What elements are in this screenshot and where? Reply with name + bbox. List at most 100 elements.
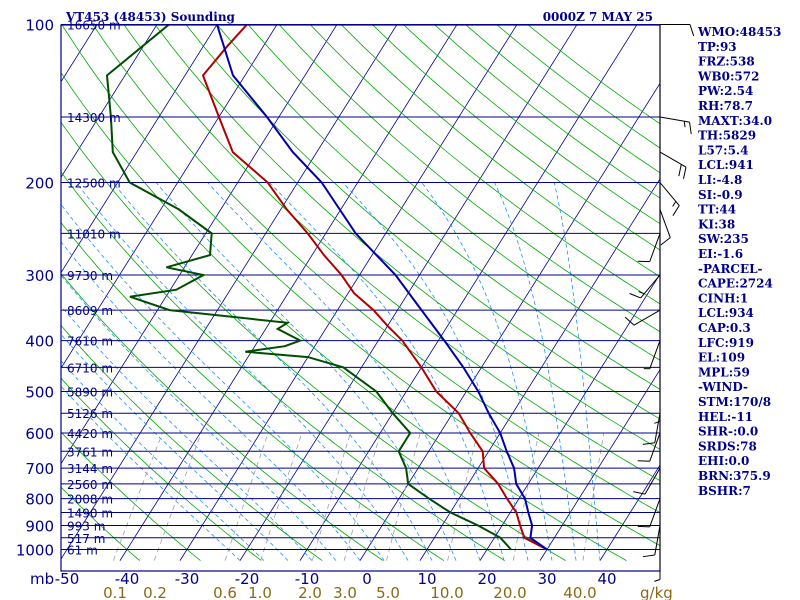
height-label: 6710 m: [67, 361, 113, 375]
mixing-ratio-unit-label: g/kg: [640, 584, 673, 600]
height-label: 517 m: [67, 532, 105, 546]
wind-barb-flag: [660, 237, 671, 246]
mixing-ratio-tick-label: 0.2: [143, 584, 167, 600]
isobars: [61, 24, 660, 550]
wind-barb-flag: [624, 316, 635, 326]
wind-barb: [654, 413, 661, 443]
background-lines: [61, 25, 660, 561]
temperature-tick-label: 40: [597, 570, 616, 588]
temperature-tick-label: 30: [537, 570, 556, 588]
index-item: FRZ:538: [698, 55, 755, 69]
height-label: 11010 m: [67, 227, 121, 241]
station-title: VT453 (48453) Sounding: [65, 10, 236, 24]
dry-adiabat: [61, 273, 384, 561]
index-item: EI:-1.6: [698, 247, 743, 261]
sounding-time: 0000Z 7 MAY 25: [543, 10, 653, 24]
dry-adiabat: [154, 25, 660, 450]
dry-adiabat: [341, 25, 660, 278]
moist-adiabat: [494, 182, 577, 561]
temperature-tick-label: -50: [55, 570, 80, 588]
pressure-tick-label: 1000: [16, 542, 54, 560]
index-item: CINH:1: [698, 291, 748, 305]
index-item: TP:93: [698, 40, 737, 54]
dry-adiabat: [372, 25, 660, 251]
index-item: TH:5829: [698, 129, 756, 143]
height-label: 61 m: [67, 544, 98, 558]
wind-barb-flag: [654, 579, 661, 582]
temperature-tick-label: -20: [235, 570, 260, 588]
wind-barb: [649, 340, 661, 369]
index-item: MPL:59: [698, 365, 750, 379]
temperature-tick-label: -40: [115, 570, 140, 588]
wind-barb-flag: [642, 554, 655, 558]
height-label: 12500 m: [67, 177, 121, 191]
index-item: LI:-4.8: [698, 173, 742, 187]
index-item: LFC:919: [698, 336, 754, 350]
wind-barb-flag: [683, 121, 686, 128]
wind-barb-flag: [672, 205, 680, 216]
height-label: 1490 m: [67, 506, 113, 520]
moist-adiabat: [155, 182, 457, 561]
pressure-tick-label: 300: [25, 267, 54, 285]
mixing-ratio-tick-label: 2.0: [298, 584, 322, 600]
mixing-ratio-line: [311, 432, 351, 561]
pressure-tick-label: 800: [25, 491, 54, 509]
wind-barb: [659, 209, 671, 238]
wind-barb-flag: [678, 164, 682, 177]
mixing-ratio-tick-label: 5.0: [376, 584, 400, 600]
temperature-tick-label: 10: [417, 570, 436, 588]
mixing-ratio-line: [260, 432, 303, 561]
height-label: 16650 m: [67, 19, 121, 33]
index-item: BSHR:7: [698, 484, 751, 498]
temperature-tick-label: -10: [295, 570, 320, 588]
dry-adiabat: [279, 25, 660, 333]
index-item: CAP:0.3: [698, 321, 751, 335]
index-item: -WIND-: [698, 380, 748, 394]
moist-adiabat: [61, 203, 385, 561]
wind-barb-flag: [689, 24, 695, 37]
dry-adiabat: [61, 25, 660, 547]
isotherm-line: [119, 25, 458, 561]
index-item: HEL:-11: [698, 410, 753, 424]
index-item: SRDS:78: [698, 439, 757, 453]
isotherm-line: [61, 25, 218, 274]
pressure-tick-label: 700: [25, 460, 54, 478]
height-label: 14300 m: [67, 111, 121, 125]
dry-adiabat: [185, 25, 660, 420]
wind-barb: [644, 467, 661, 495]
wind-barbs: [624, 24, 695, 582]
index-item: MAXT:34.0: [698, 114, 772, 128]
profiles: [105, 25, 548, 551]
height-label: 3144 m: [67, 462, 113, 476]
moist-adiabat: [421, 182, 553, 561]
dry-adiabat: [61, 221, 445, 561]
index-item: L57:5.4: [698, 143, 748, 157]
mixing-ratio-line: [386, 432, 421, 561]
wind-barb-flag: [642, 442, 655, 445]
pressure-tick-label: 900: [25, 517, 54, 535]
mixing-ratio-line: [582, 432, 605, 561]
wind-barb-flag: [689, 122, 692, 135]
dry-adiabat: [61, 71, 627, 561]
wind-barb-flag: [633, 491, 646, 495]
height-label: 2008 m: [67, 493, 113, 507]
mixing-ratio-line: [343, 432, 381, 561]
dry-adiabat: [216, 25, 660, 390]
pressure-tick-label: 100: [25, 17, 54, 35]
isotherm-line: [419, 178, 660, 561]
isotherm-line: [359, 82, 660, 561]
moist-adiabat: [61, 333, 289, 561]
temperature-tick-label: -30: [175, 570, 200, 588]
mixing-ratio-line: [224, 432, 269, 561]
height-label: 2560 m: [67, 478, 113, 492]
dry-adiabat: [61, 171, 505, 561]
isotherm-line: [179, 25, 518, 561]
index-item: SI:-0.9: [698, 188, 743, 202]
moist-adiabat: [76, 182, 409, 561]
index-item: KI:38: [698, 217, 735, 231]
mixing-ratio-tick-label: 0.1: [103, 584, 127, 600]
dry-adiabat: [61, 431, 201, 561]
index-item: LCL:941: [698, 158, 754, 172]
isotherm-line: [539, 368, 660, 561]
